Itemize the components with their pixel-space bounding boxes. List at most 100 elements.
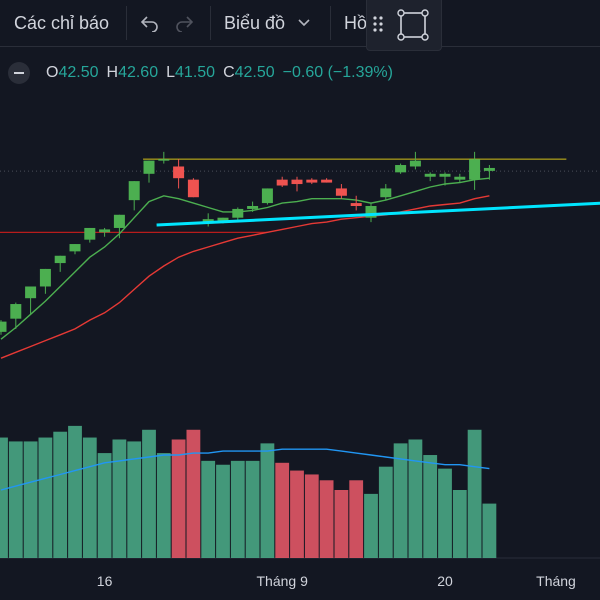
candle-body	[395, 165, 407, 173]
volume-bar	[68, 425, 82, 558]
rectangle-tool-icon[interactable]	[395, 7, 431, 43]
volume-bar	[334, 490, 349, 558]
fast-ma-line	[0, 177, 490, 340]
volume-bar	[230, 460, 245, 558]
volume-bar	[304, 474, 319, 558]
volume-bar	[408, 439, 423, 558]
candle-body	[173, 166, 185, 179]
candle-body	[380, 188, 392, 198]
candle-body	[54, 255, 66, 264]
time-axis-tick-label: Tháng 9	[257, 573, 309, 589]
candle-body	[143, 160, 155, 174]
candle-body	[306, 179, 318, 183]
volume-bar	[364, 493, 378, 558]
top-toolbar: Các chỉ báo Biểu đồ Hồ	[0, 0, 600, 47]
redo-icon	[176, 16, 194, 32]
open-label: O	[46, 64, 59, 81]
volume-bar	[127, 441, 142, 558]
volume-bar	[260, 443, 275, 558]
candle-body	[232, 208, 244, 218]
volume-bar	[112, 439, 127, 558]
high-value: 42.60	[118, 64, 159, 81]
volume-bar	[156, 453, 171, 558]
volume-bar	[97, 453, 112, 558]
candle-body	[10, 304, 22, 319]
volume-bars	[0, 425, 497, 558]
chart-type-button[interactable]: Biểu đồ	[224, 0, 311, 46]
time-axis-tick-label: Tháng	[536, 573, 576, 589]
candle-body	[291, 179, 303, 185]
volume-bar	[275, 462, 290, 558]
volume-bar	[378, 466, 393, 558]
indicators-label: Các chỉ báo	[14, 12, 110, 33]
candle-body	[217, 217, 229, 221]
indicators-button[interactable]: Các chỉ báo	[14, 0, 109, 46]
volume-bar	[201, 460, 216, 558]
volume-bar	[438, 468, 452, 558]
volume-bar	[171, 439, 186, 558]
candle-body	[276, 179, 288, 186]
drag-handle-icon[interactable]	[372, 14, 384, 34]
candle-body	[365, 206, 377, 218]
candle-body	[247, 206, 259, 209]
volume-bar	[8, 441, 23, 558]
candle-body	[0, 321, 7, 332]
candle-body	[261, 188, 273, 204]
truncated-toolbar-item[interactable]: Hồ	[344, 0, 367, 46]
volume-bar	[245, 460, 260, 558]
change-value: −0.60 (−1.39%)	[282, 64, 393, 81]
candle-body	[25, 286, 37, 299]
candle-body	[350, 203, 362, 206]
close-label: C	[223, 64, 235, 81]
toolbar-divider	[330, 6, 331, 40]
truncated-label: Hồ	[344, 12, 368, 33]
candle-body	[39, 268, 51, 287]
chart-type-label: Biểu đồ	[224, 12, 286, 33]
candle-body	[439, 173, 451, 177]
volume-bar	[393, 443, 408, 558]
volume-bar	[467, 429, 482, 558]
volume-bar	[82, 437, 97, 558]
toolbar-divider	[210, 6, 211, 40]
volume-bar	[23, 441, 38, 558]
time-axis: 16 Tháng 9 20 Tháng	[97, 573, 576, 589]
chevron-down-icon	[298, 19, 310, 27]
low-label: L	[166, 64, 176, 81]
volume-bar	[349, 480, 364, 558]
undo-icon	[140, 16, 158, 32]
candle-body	[454, 176, 466, 180]
low-value: 41.50	[175, 64, 216, 81]
volume-bar	[452, 490, 467, 558]
horizontal-levels	[0, 158, 600, 233]
volume-bar	[423, 455, 438, 558]
undo-button[interactable]	[134, 8, 164, 38]
ohlc-legend: O 42.50 H 42.60 L 41.50 C 42.50 −0.60 (−…	[8, 60, 393, 86]
volume-ma-line	[0, 448, 490, 491]
volume-bar	[0, 437, 8, 558]
collapse-legend-button[interactable]	[8, 62, 30, 84]
candle-body	[409, 160, 421, 167]
candle-body	[99, 229, 111, 233]
high-label: H	[106, 64, 119, 81]
redo-button[interactable]	[170, 8, 200, 38]
trendline-up	[156, 201, 600, 227]
candle-body	[158, 159, 170, 161]
candle-body	[424, 173, 436, 177]
candle-body	[335, 188, 347, 196]
volume-bar	[319, 480, 334, 558]
moving-averages	[0, 177, 490, 491]
candles	[0, 151, 495, 335]
volume-bar	[216, 464, 230, 558]
volume-bar	[482, 503, 497, 558]
trendlines	[156, 201, 600, 227]
price-chart[interactable]: 16 Tháng 9 20 Tháng	[0, 46, 600, 600]
candle-body	[84, 227, 96, 240]
candle-body	[469, 159, 481, 180]
volume-bar	[53, 431, 68, 558]
close-value: 42.50	[234, 64, 275, 81]
slow-ma-line	[0, 195, 490, 359]
candle-body	[321, 179, 333, 183]
candle-body	[187, 179, 199, 198]
time-axis-tick-label: 20	[437, 573, 453, 589]
time-axis-tick-label: 16	[97, 573, 113, 589]
